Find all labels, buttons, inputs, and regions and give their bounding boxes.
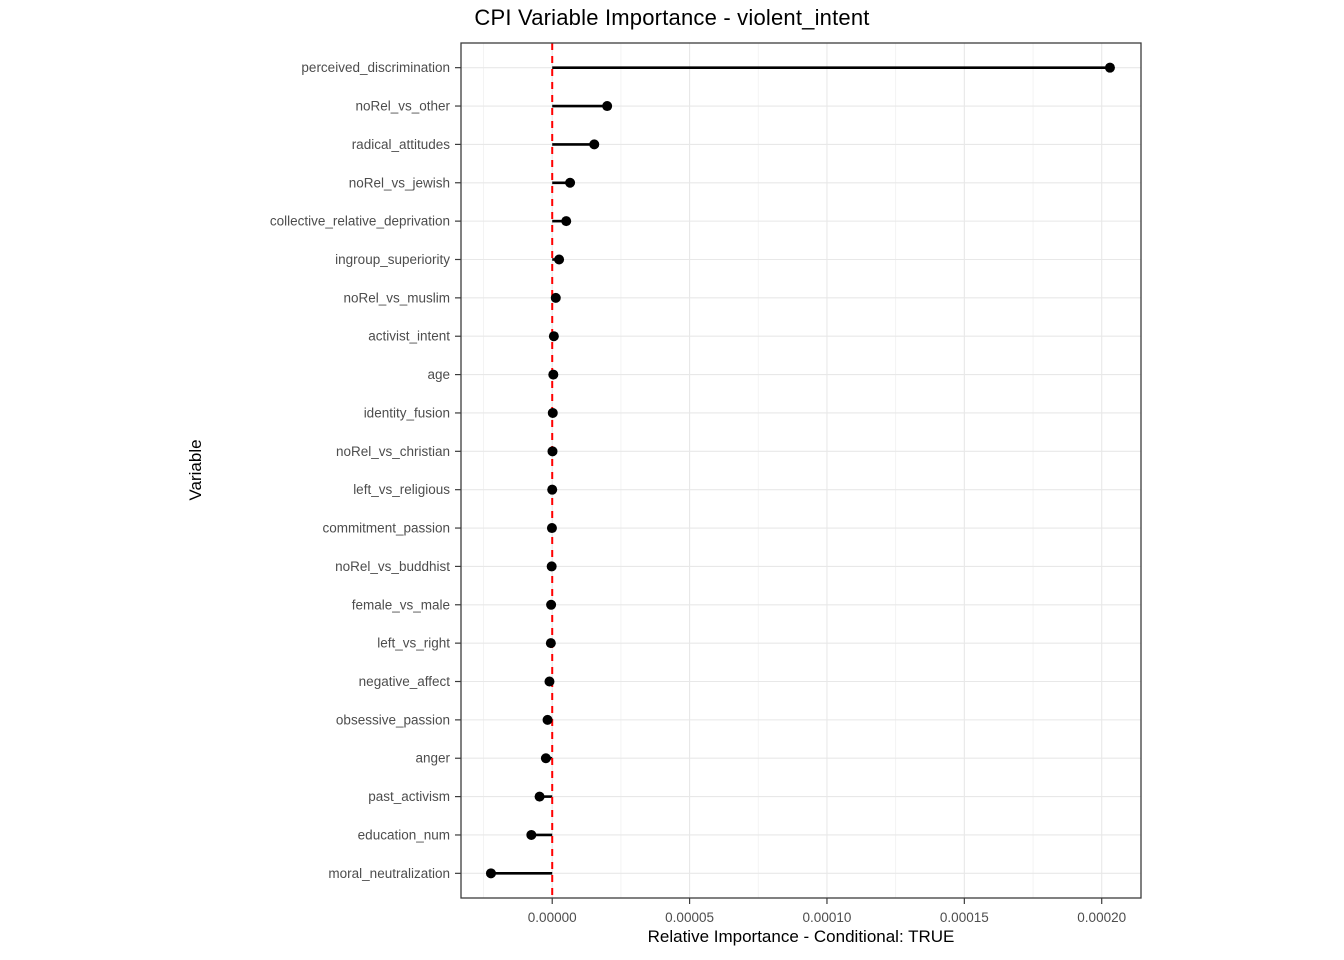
y-category-label: noRel_vs_buddhist [335,559,450,574]
y-category-label: obsessive_passion [336,712,450,727]
lollipop-point [546,523,557,534]
lollipop-point [485,868,496,879]
chart-title: CPI Variable Importance - violent_intent [474,5,870,30]
lollipop-point [547,446,558,457]
lollipop-point [548,369,559,380]
lollipop-point [544,676,555,687]
y-category-label: left_vs_religious [353,482,450,497]
y-category-label: moral_neutralization [328,866,450,881]
lollipop-point [548,331,559,342]
lollipop-point [534,791,545,802]
lollipop-point [561,216,572,227]
y-category-label: activist_intent [368,329,450,344]
lollipop-point [542,714,553,725]
y-category-label: noRel_vs_jewish [349,175,450,190]
y-category-label: noRel_vs_other [355,99,450,114]
x-tick-label: 0.00015 [940,910,989,925]
y-category-label: commitment_passion [322,521,450,536]
y-category-label: anger [415,751,450,766]
lollipop-point [546,599,557,610]
y-category-label: collective_relative_deprivation [270,214,450,229]
x-axis-title: Relative Importance - Conditional: TRUE [647,927,955,946]
y-category-label: radical_attitudes [352,137,451,152]
y-category-label: education_num [358,827,450,842]
x-tick-label: 0.00010 [803,910,852,925]
lollipop-point [540,753,551,764]
lollipop-point [546,561,557,572]
x-tick-label: 0.00000 [528,910,577,925]
y-category-label: negative_affect [359,674,451,689]
lollipop-point [554,254,565,265]
lollipop-point [547,484,558,495]
y-category-label: female_vs_male [352,597,450,612]
panel-background [461,43,1141,898]
lollipop-point [550,292,561,303]
y-category-label: noRel_vs_christian [336,444,450,459]
lollipop-point [602,101,613,112]
y-category-label: past_activism [368,789,450,804]
x-tick-label: 0.00005 [665,910,714,925]
panel-border [460,42,1142,899]
lollipop-point [545,638,556,649]
lollipop-point [547,407,558,418]
lollipop-point [526,829,537,840]
x-tick-label: 0.00020 [1077,910,1126,925]
y-category-label: left_vs_right [377,636,450,651]
y-category-label: noRel_vs_muslim [343,290,450,305]
lollipop-point [1104,62,1115,73]
y-category-label: perceived_discrimination [301,60,450,75]
y-category-label: ingroup_superiority [335,252,450,267]
lollipop-point [589,139,600,150]
y-category-label: identity_fusion [364,405,450,420]
y-category-label: age [427,367,450,382]
lollipop-point [565,177,576,188]
